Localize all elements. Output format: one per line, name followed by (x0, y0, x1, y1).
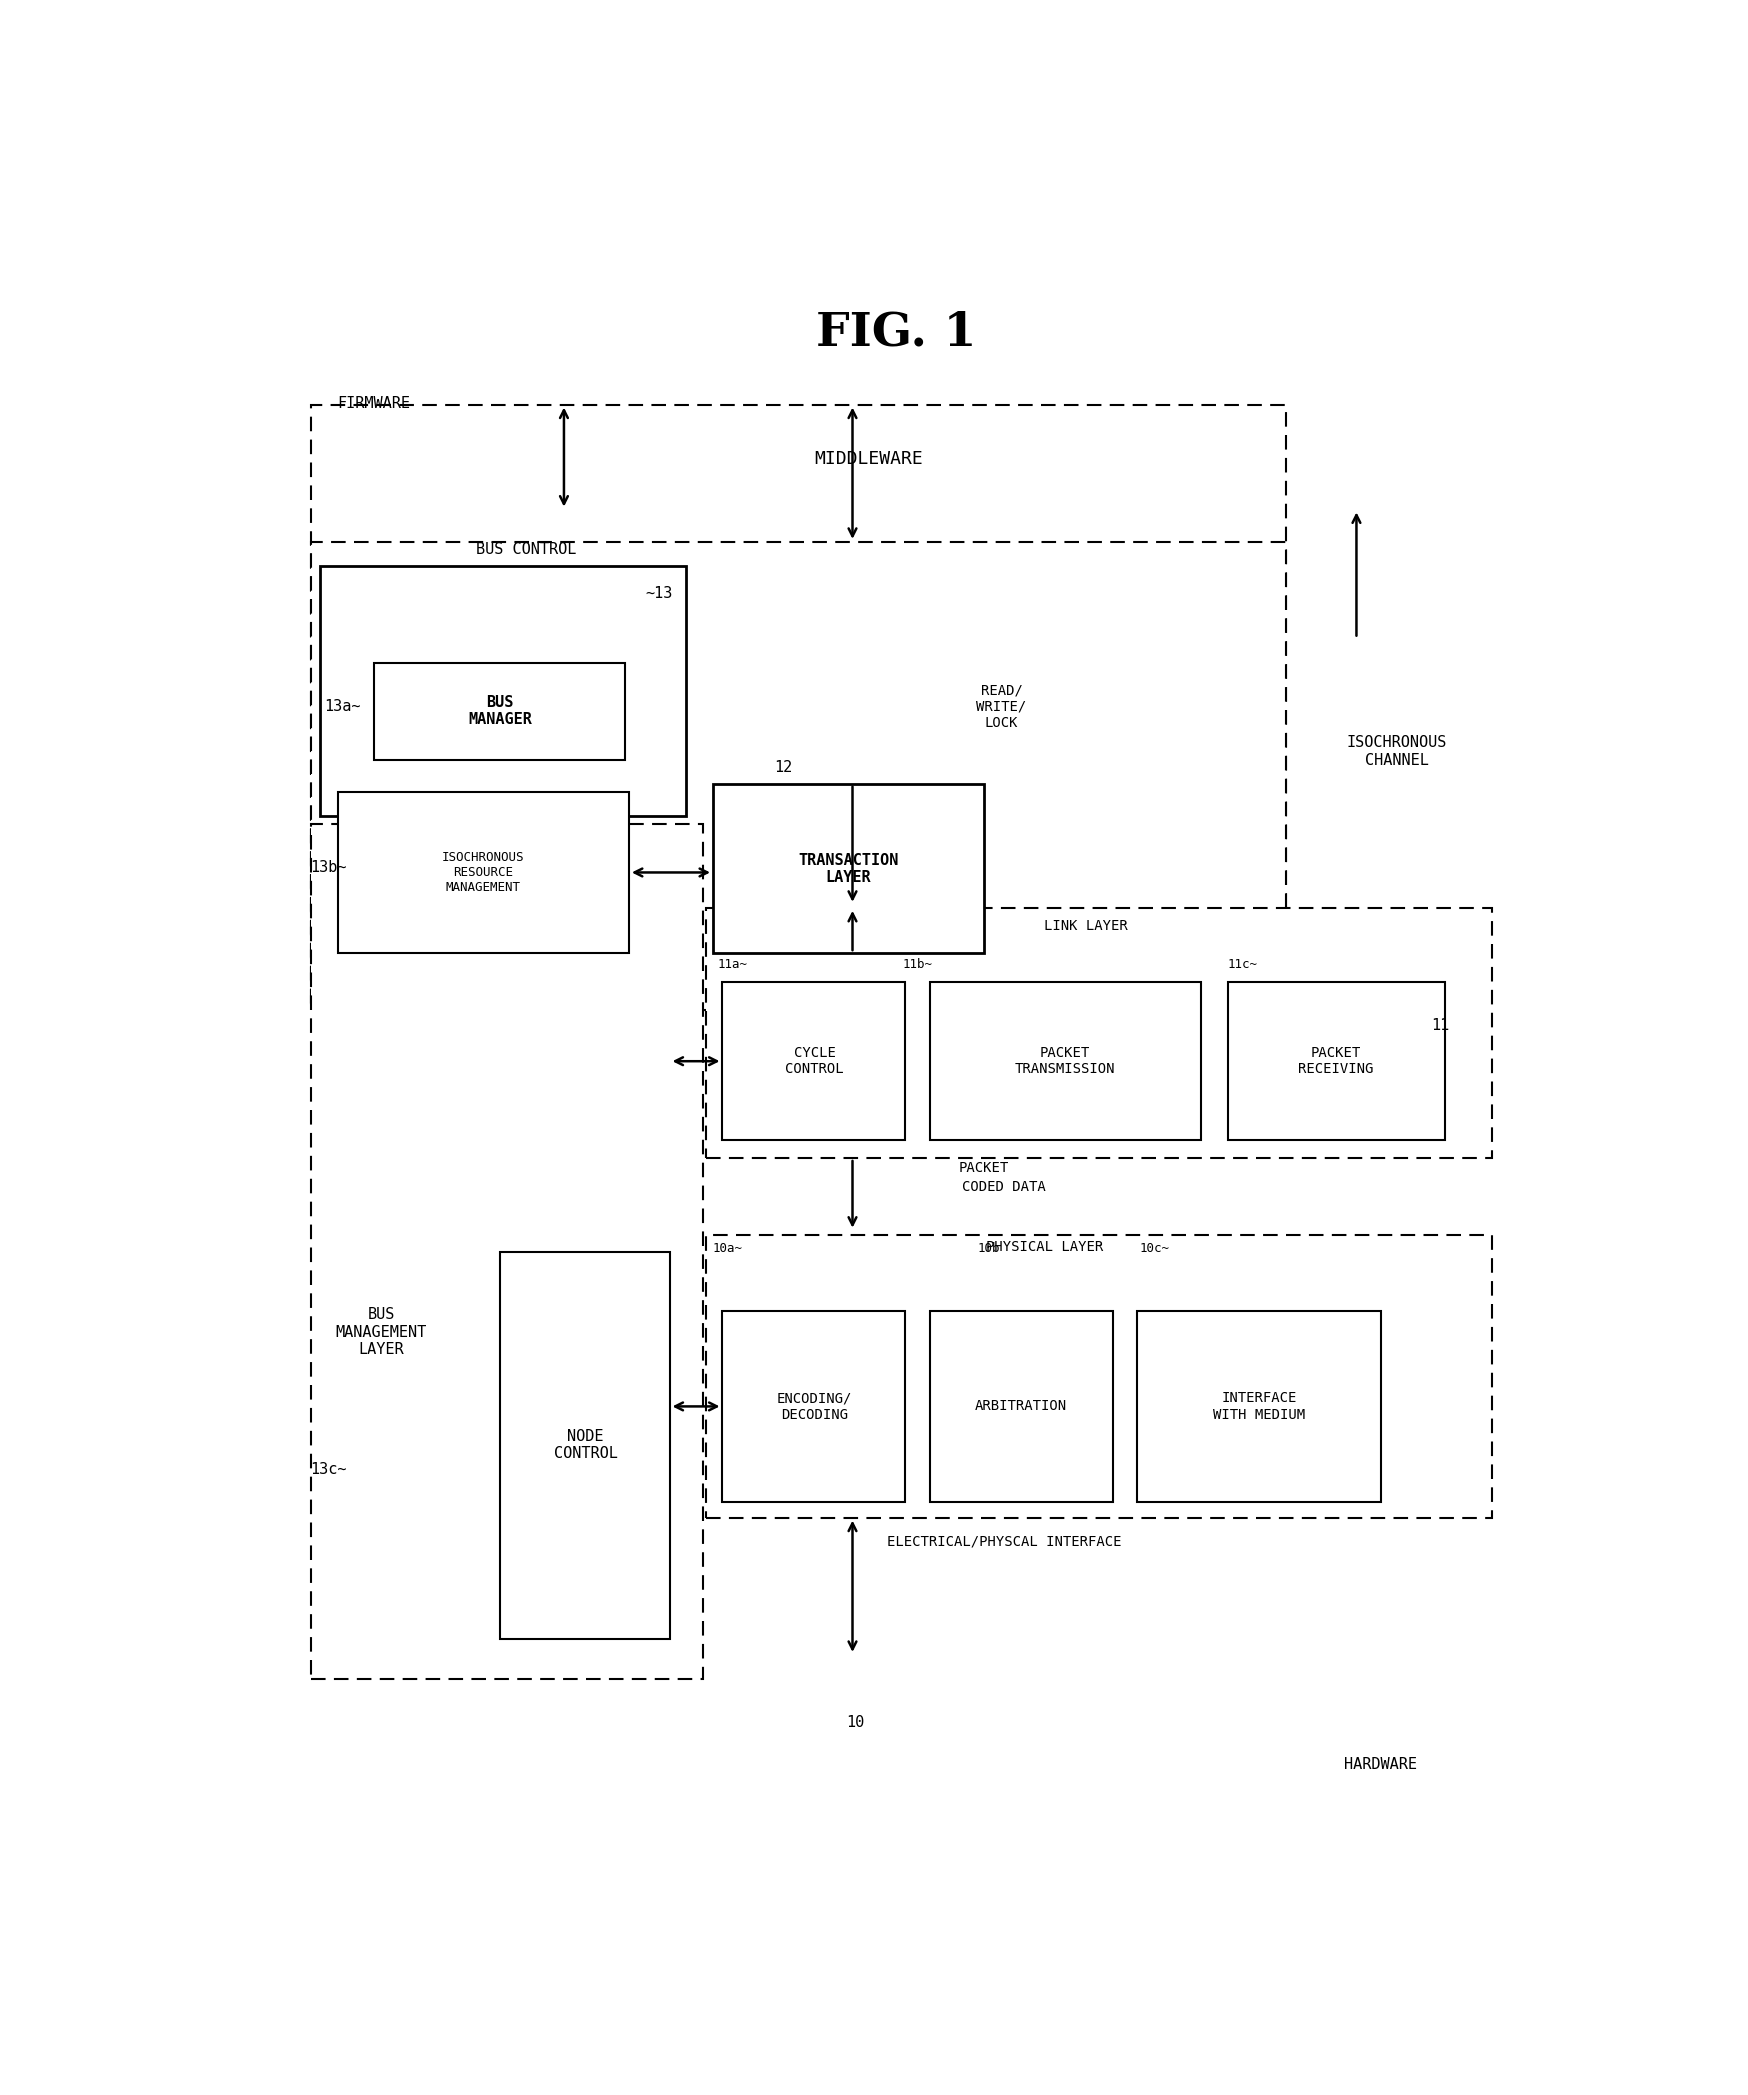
Text: BUS CONTROL: BUS CONTROL (475, 543, 577, 557)
Text: LINK LAYER: LINK LAYER (1044, 920, 1127, 932)
Text: 10a~: 10a~ (713, 1242, 743, 1255)
Text: HARDWARE: HARDWARE (1344, 1758, 1418, 1772)
Bar (713, 784, 984, 953)
Bar (311, 543, 1287, 1010)
Text: ISOCHRONOUS
RESOURCE
MANAGEMENT: ISOCHRONOUS RESOURCE MANAGEMENT (442, 851, 524, 895)
Text: NODE
CONTROL: NODE CONTROL (554, 1429, 617, 1462)
Text: ISOCHRONOUS
CHANNEL: ISOCHRONOUS CHANNEL (1348, 735, 1447, 767)
Text: 11: 11 (1432, 1018, 1449, 1033)
Bar (320, 566, 685, 815)
Text: PACKET
RECEIVING: PACKET RECEIVING (1299, 1045, 1374, 1077)
Text: INTERFACE
WITH MEDIUM: INTERFACE WITH MEDIUM (1213, 1391, 1306, 1423)
Text: ARBITRATION: ARBITRATION (974, 1399, 1066, 1414)
Text: ELECTRICAL/PHYSCAL INTERFACE: ELECTRICAL/PHYSCAL INTERFACE (886, 1536, 1122, 1548)
Text: 11b~: 11b~ (902, 957, 933, 970)
Bar (706, 1236, 1493, 1517)
Text: CYCLE
CONTROL: CYCLE CONTROL (785, 1045, 844, 1077)
Text: ~13: ~13 (645, 587, 673, 601)
Bar (1227, 983, 1444, 1140)
Text: MIDDLEWARE: MIDDLEWARE (815, 450, 923, 469)
Text: FIRMWARE: FIRMWARE (337, 396, 411, 411)
Text: 11a~: 11a~ (717, 957, 746, 970)
Bar (930, 1311, 1113, 1502)
Text: 13a~: 13a~ (323, 700, 360, 714)
Text: CODED DATA: CODED DATA (963, 1179, 1045, 1194)
Text: FIG. 1: FIG. 1 (816, 310, 975, 354)
Text: 11c~: 11c~ (1227, 957, 1259, 970)
Bar (930, 983, 1201, 1140)
Text: 13c~: 13c~ (311, 1462, 348, 1477)
Text: 13b~: 13b~ (311, 861, 348, 876)
Text: READ/
WRITE/
LOCK: READ/ WRITE/ LOCK (977, 683, 1026, 729)
Text: 10: 10 (846, 1716, 864, 1730)
Bar (500, 1251, 669, 1638)
Text: BUS
MANAGEMENT
LAYER: BUS MANAGEMENT LAYER (336, 1307, 427, 1358)
Text: PACKET: PACKET (960, 1161, 1009, 1175)
Bar (374, 662, 626, 760)
Bar (706, 907, 1493, 1159)
Bar (722, 1311, 905, 1502)
Text: 10c~: 10c~ (1140, 1242, 1169, 1255)
Bar (311, 823, 703, 1678)
Bar (722, 983, 905, 1140)
Text: PHYSICAL LAYER: PHYSICAL LAYER (986, 1240, 1103, 1253)
Text: PACKET
TRANSMISSION: PACKET TRANSMISSION (1016, 1045, 1115, 1077)
Text: 10b: 10b (977, 1242, 1000, 1255)
Text: BUS
MANAGER: BUS MANAGER (468, 696, 531, 727)
Text: ENCODING/
DECODING: ENCODING/ DECODING (776, 1391, 853, 1423)
Text: 12: 12 (774, 760, 792, 775)
Bar (337, 792, 629, 953)
Text: TRANSACTION
LAYER: TRANSACTION LAYER (799, 853, 898, 886)
Bar (1136, 1311, 1381, 1502)
Bar (311, 404, 1287, 1010)
Bar (482, 409, 1255, 509)
